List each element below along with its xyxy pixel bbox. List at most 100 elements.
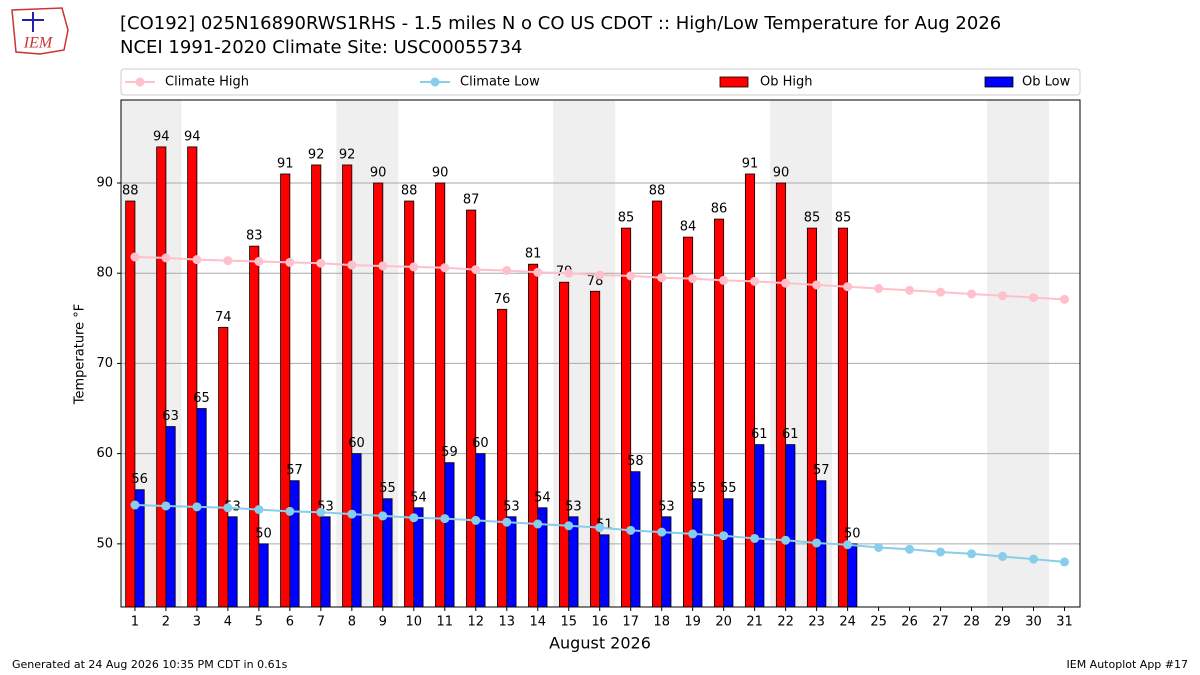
footer-right: IEM Autoplot App #17 (1067, 658, 1189, 671)
legend-label: Climate High (165, 75, 249, 90)
line-marker (192, 255, 202, 265)
x-tick-label: 11 (437, 615, 454, 630)
x-tick-label: 21 (746, 615, 763, 630)
bar (682, 236, 694, 608)
legend-marker (430, 77, 440, 87)
line-marker (1029, 554, 1039, 564)
y-tick-label: 90 (96, 175, 113, 190)
x-tick-label: 3 (193, 615, 201, 630)
bar (165, 426, 176, 608)
x-tick-label: 27 (932, 615, 949, 630)
line-marker (347, 260, 357, 270)
bar-value-label: 60 (348, 436, 365, 451)
line-marker (936, 547, 946, 557)
bar (404, 200, 415, 608)
y-axis-label: Temperature °F (73, 304, 88, 405)
y-tick-label: 50 (96, 536, 113, 551)
line-marker (409, 262, 419, 272)
x-tick-label: 19 (684, 615, 701, 630)
bar-value-label: 88 (122, 184, 139, 199)
line-marker (812, 280, 822, 290)
x-tick-label: 20 (715, 615, 732, 630)
x-tick-label: 10 (406, 615, 423, 630)
bar-value-label: 91 (742, 156, 759, 171)
line-marker (440, 263, 450, 273)
line-marker (874, 542, 884, 552)
bar-value-label: 61 (782, 427, 799, 442)
line-marker (998, 551, 1008, 561)
line-marker (750, 276, 760, 286)
bar (280, 173, 291, 608)
bar (342, 164, 353, 608)
bar (652, 200, 663, 608)
x-tick-label: 9 (379, 615, 387, 630)
x-tick-label: 16 (591, 615, 608, 630)
bar-value-label: 85 (804, 211, 821, 226)
bar (785, 444, 796, 608)
line-marker (688, 274, 698, 284)
line-marker (595, 523, 605, 533)
legend-swatch (984, 76, 1014, 88)
bar (218, 326, 229, 608)
line-marker (1060, 557, 1070, 567)
logo: IEM (11, 7, 69, 55)
legend-label: Ob High (760, 75, 813, 90)
bar-value-label: 74 (215, 310, 232, 325)
bar-value-label: 54 (534, 490, 551, 505)
bar-value-label: 94 (153, 129, 170, 144)
x-tick-label: 2 (162, 615, 170, 630)
y-tick-label: 70 (96, 356, 113, 371)
bar-value-label: 76 (494, 292, 511, 307)
line-marker (502, 517, 512, 527)
line-marker (347, 509, 357, 519)
footer-left: Generated at 24 Aug 2026 10:35 PM CDT in… (12, 658, 288, 671)
x-tick-label: 25 (870, 615, 887, 630)
bar-value-label: 88 (649, 184, 666, 199)
line-marker (719, 275, 729, 285)
x-tick-label: 18 (653, 615, 670, 630)
bar-value-label: 83 (246, 229, 263, 244)
line-marker (657, 527, 667, 537)
line-marker (316, 258, 326, 268)
bar-value-label: 65 (193, 391, 210, 406)
bar (373, 182, 384, 608)
x-tick-label: 6 (286, 615, 294, 630)
x-tick-label: 30 (1025, 615, 1042, 630)
bar (754, 444, 765, 608)
line-marker (254, 505, 264, 515)
chart-title: [CO192] 025N16890RWS1RHS - 1.5 miles N o… (120, 13, 1001, 34)
legend-box (120, 68, 1081, 96)
bar (599, 534, 610, 608)
bar (590, 290, 601, 608)
line-marker (192, 502, 202, 512)
logo-text: IEM (23, 35, 54, 52)
bar-value-label: 58 (627, 454, 644, 469)
bar (475, 453, 486, 608)
x-tick-label: 7 (317, 615, 325, 630)
bar-value-label: 54 (410, 490, 427, 505)
x-tick-label: 14 (529, 615, 546, 630)
legend-swatch (719, 76, 749, 88)
bar-value-label: 50 (844, 526, 861, 541)
bar-value-label: 85 (835, 211, 852, 226)
legend-label: Ob Low (1022, 75, 1071, 90)
line-marker (378, 511, 388, 521)
bar-value-label: 57 (286, 463, 303, 478)
bar-value-label: 55 (379, 481, 396, 496)
plot-frame (120, 99, 1081, 608)
x-tick-label: 31 (1056, 615, 1073, 630)
x-tick-label: 28 (963, 615, 980, 630)
line-marker (657, 273, 667, 283)
x-tick-label: 23 (808, 615, 825, 630)
line-marker (905, 285, 915, 295)
line-marker (378, 261, 388, 271)
bar (692, 498, 703, 608)
x-tick-label: 26 (901, 615, 918, 630)
x-tick-label: 5 (255, 615, 263, 630)
line-marker (936, 287, 946, 297)
line-marker (471, 265, 481, 275)
bar-value-label: 87 (463, 193, 480, 208)
x-axis-label: August 2026 (549, 634, 651, 653)
line-marker (254, 256, 264, 266)
